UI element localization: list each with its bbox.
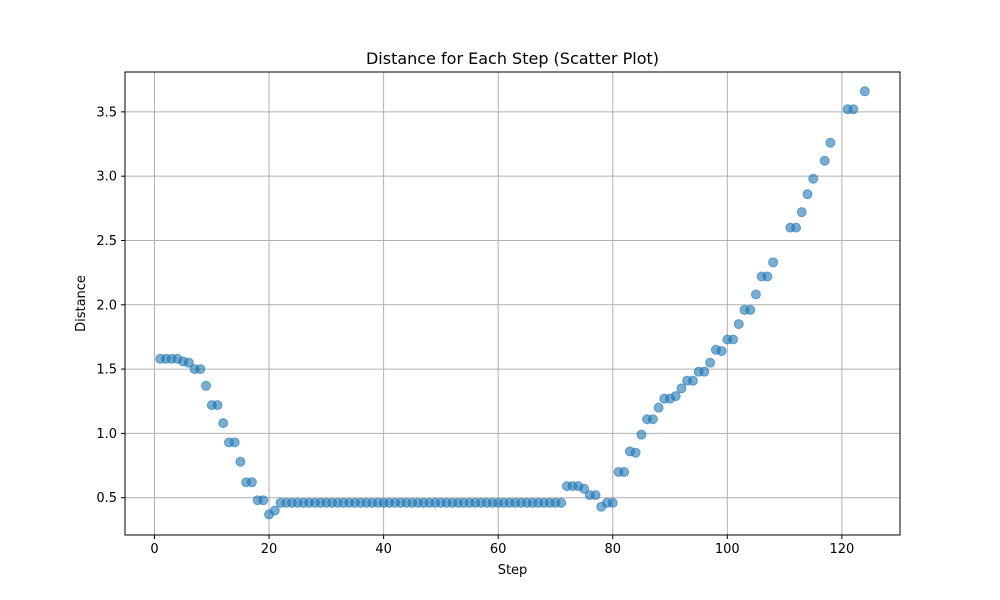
- data-point: [768, 257, 779, 268]
- data-point: [636, 429, 647, 440]
- data-point: [716, 346, 727, 357]
- chart-title: Distance for Each Step (Scatter Plot): [366, 49, 659, 68]
- x-tick-label: 100: [715, 542, 740, 557]
- data-point: [269, 505, 280, 516]
- data-point: [556, 497, 567, 508]
- data-point: [750, 289, 761, 300]
- data-point: [825, 137, 836, 148]
- y-axis-ticks: 0.5 1.0 1.5 2.0 2.5 3.0 3.5: [96, 105, 125, 506]
- data-point: [728, 334, 739, 345]
- data-point: [745, 304, 756, 315]
- data-point: [687, 375, 698, 386]
- data-points: [155, 86, 870, 520]
- y-tick-label: 2.0: [96, 298, 117, 313]
- x-tick-label: 0: [150, 542, 158, 557]
- data-point: [579, 483, 590, 494]
- data-point: [647, 414, 658, 425]
- x-tick-label: 40: [375, 542, 392, 557]
- gridlines: [125, 72, 900, 535]
- data-point: [819, 155, 830, 166]
- data-point: [246, 477, 257, 488]
- data-point: [802, 189, 813, 200]
- y-tick-label: 1.0: [96, 427, 117, 442]
- data-point: [212, 400, 223, 411]
- data-point: [762, 271, 773, 282]
- y-tick-label: 1.5: [96, 363, 117, 378]
- data-point: [676, 383, 687, 394]
- x-axis-ticks: 0 20 40 60 80 100 120: [150, 535, 854, 557]
- data-point: [235, 456, 246, 467]
- data-point: [630, 447, 641, 458]
- data-point: [699, 366, 710, 377]
- data-point: [229, 437, 240, 448]
- x-tick-label: 20: [261, 542, 278, 557]
- y-tick-label: 0.5: [96, 491, 117, 506]
- x-tick-label: 120: [829, 542, 854, 557]
- data-point: [619, 466, 630, 477]
- y-tick-label: 3.0: [96, 170, 117, 185]
- data-point: [705, 357, 716, 368]
- x-tick-label: 80: [604, 542, 621, 557]
- data-point: [796, 207, 807, 218]
- data-point: [607, 497, 618, 508]
- x-tick-label: 60: [490, 542, 507, 557]
- data-point: [859, 86, 870, 97]
- data-point: [791, 222, 802, 233]
- data-point: [201, 380, 212, 391]
- data-point: [590, 490, 601, 501]
- data-point: [733, 319, 744, 330]
- y-axis-label: Distance: [74, 275, 89, 332]
- data-point: [653, 402, 664, 413]
- data-point: [195, 364, 206, 375]
- data-point: [808, 173, 819, 184]
- data-point: [218, 418, 229, 429]
- y-tick-label: 3.5: [96, 105, 117, 120]
- data-point: [183, 357, 194, 368]
- data-point: [258, 495, 269, 506]
- data-point: [848, 104, 859, 115]
- y-tick-label: 2.5: [96, 234, 117, 249]
- plot-frame: [124, 71, 901, 536]
- x-axis-label: Step: [498, 563, 528, 578]
- data-point: [670, 391, 681, 402]
